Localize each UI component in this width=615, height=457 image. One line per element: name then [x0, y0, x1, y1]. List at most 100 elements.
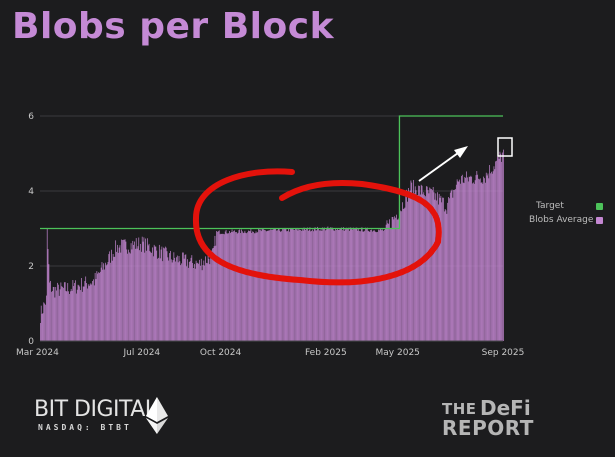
blob-bar — [149, 251, 151, 341]
blob-bar — [370, 230, 372, 341]
blob-bar — [135, 238, 137, 341]
blob-bar — [459, 179, 461, 341]
blob-bar — [302, 230, 304, 341]
blob-bar — [57, 282, 58, 341]
blob-bar — [263, 229, 265, 341]
x-tick-label: Feb 2025 — [305, 348, 347, 358]
blob-bar — [377, 231, 378, 341]
blob-bar — [479, 178, 481, 341]
blob-bar — [195, 260, 197, 341]
blob-bar — [171, 262, 173, 341]
blob-bar — [452, 197, 454, 341]
blob-bar — [99, 271, 101, 341]
blob-bar — [432, 186, 434, 341]
blob-bar — [184, 254, 186, 341]
blob-bar — [111, 260, 113, 341]
legend-item-blobs-average[interactable]: Blobs Average — [529, 215, 603, 225]
blob-bar — [473, 182, 474, 341]
blob-bar — [393, 219, 395, 341]
blob-bar — [392, 217, 394, 341]
blob-bar — [110, 262, 111, 341]
blob-bar — [63, 287, 64, 341]
blob-bar — [228, 233, 229, 341]
blob-bar — [383, 230, 384, 341]
blob-bar — [200, 265, 201, 341]
blob-bar — [117, 244, 118, 341]
blob-bar — [147, 245, 149, 341]
blob-bar — [78, 285, 80, 341]
blob-bar — [164, 246, 166, 341]
blob-bar — [390, 228, 391, 341]
blob-bar — [430, 188, 431, 341]
blob-bar — [301, 229, 303, 341]
x-tick-label: Mar 2024 — [16, 348, 59, 358]
blob-bar — [257, 232, 259, 341]
blob-bar — [170, 259, 172, 341]
blob-bar — [102, 269, 104, 341]
blob-bar — [194, 263, 195, 341]
blob-bar — [53, 287, 55, 341]
blob-bar — [271, 229, 273, 341]
blob-bar — [49, 282, 51, 341]
blob-bar — [372, 231, 373, 341]
blob-bar — [307, 227, 308, 341]
blob-bar — [206, 263, 208, 341]
legend-item-target[interactable]: Target — [536, 201, 603, 211]
blob-bar — [474, 180, 476, 341]
blob-bar — [483, 176, 485, 341]
blob-bar — [396, 214, 397, 341]
blob-bar — [425, 196, 426, 341]
blob-bar — [163, 247, 164, 341]
blob-bar — [368, 231, 370, 341]
blob-bar — [463, 183, 465, 341]
blob-bar — [413, 179, 414, 341]
blob-bar — [160, 249, 162, 341]
blob-bar — [88, 286, 90, 341]
blob-bar — [248, 230, 250, 341]
blob-bar — [187, 259, 188, 341]
blob-bar — [172, 260, 174, 341]
blob-bar — [227, 233, 229, 341]
blob-bar — [137, 246, 139, 341]
blob-bar — [252, 231, 253, 341]
blob-bar — [465, 177, 467, 341]
blob-bar — [450, 190, 452, 341]
blob-bar — [130, 243, 132, 341]
blob-bar — [201, 270, 203, 341]
blob-bar — [87, 288, 88, 341]
blob-bar — [272, 229, 274, 341]
blob-bar — [140, 251, 142, 341]
blob-bar — [158, 257, 159, 341]
blob-bar — [265, 230, 266, 341]
blob-bar — [489, 165, 491, 341]
blob-bar — [487, 173, 489, 341]
blob-bar — [115, 240, 117, 341]
blob-bar — [208, 258, 210, 341]
blob-bar — [145, 238, 146, 341]
blob-bar — [401, 211, 402, 341]
blob-bar — [85, 276, 87, 341]
blob-bar — [424, 195, 425, 341]
blob-bar — [295, 227, 296, 341]
blob-bar — [467, 181, 469, 341]
blob-bar — [390, 229, 392, 341]
blob-bar — [166, 251, 168, 341]
blob-bar — [262, 228, 264, 341]
blob-bar — [215, 245, 217, 341]
blob-bar — [44, 303, 45, 341]
blob-bar — [92, 280, 93, 341]
blob-bar — [399, 212, 401, 341]
blob-bar — [486, 175, 488, 341]
blob-bar — [82, 286, 84, 341]
blob-bar — [80, 290, 81, 341]
x-tick-label: Jul 2024 — [123, 348, 161, 358]
blob-bar — [338, 230, 340, 341]
blob-bar — [45, 304, 46, 341]
blob-bar — [179, 261, 181, 341]
blob-bar — [288, 228, 289, 341]
blob-bar — [466, 171, 467, 341]
blob-bar — [473, 183, 475, 341]
blob-bar — [438, 193, 440, 341]
bit-digital-name: BIT DIGITAL — [34, 397, 157, 422]
